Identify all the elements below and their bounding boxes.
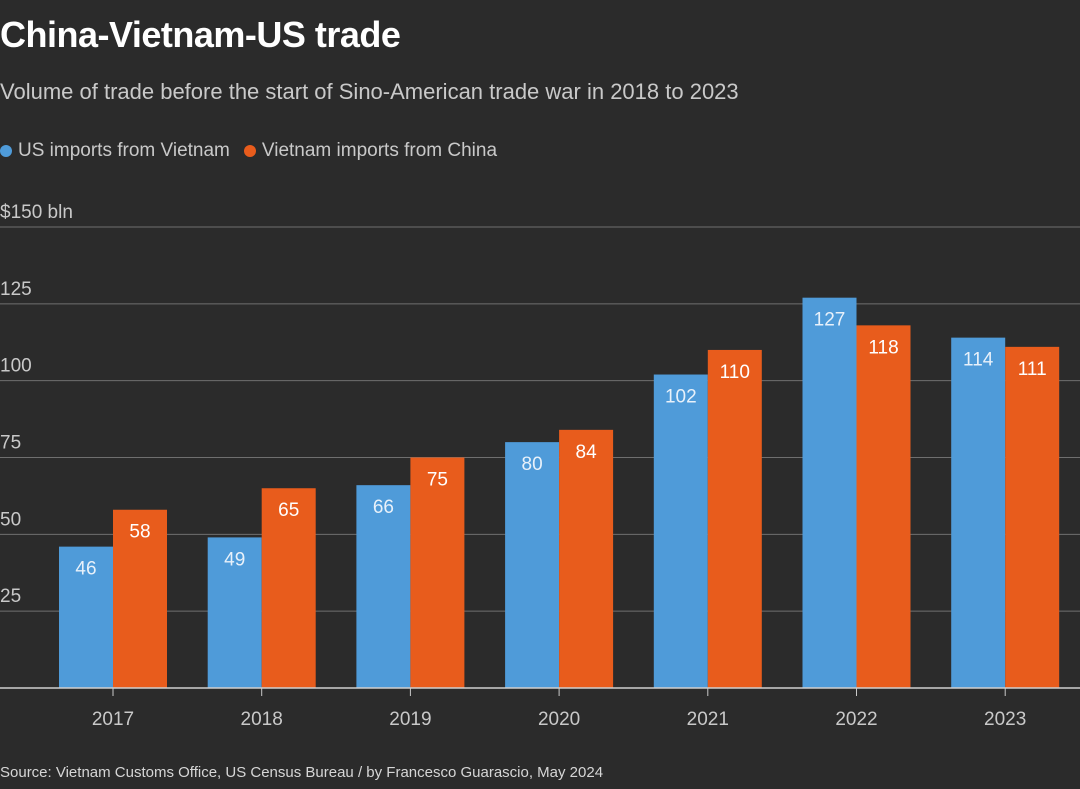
data-label: 46	[75, 559, 96, 580]
bar-vietnam-imports	[113, 509, 167, 688]
legend: US imports from Vietnam Vietnam imports …	[0, 140, 497, 162]
y-tick-label: 25	[0, 586, 21, 607]
data-label: 127	[814, 310, 846, 331]
legend-item-vietnam-imports: Vietnam imports from China	[243, 140, 498, 162]
bar-us-imports	[653, 374, 708, 688]
bar-vietnam-imports	[261, 488, 316, 688]
y-tick-label: $150 bln	[0, 202, 73, 223]
source-note: Source: Vietnam Customs Office, US Censu…	[0, 764, 604, 781]
chart-subtitle: Volume of trade before the start of Sino…	[0, 79, 739, 104]
x-tick-label: 2019	[389, 709, 431, 730]
bar-us-imports	[356, 485, 411, 688]
y-tick-label: 50	[0, 509, 21, 530]
x-tick-label: 2020	[538, 709, 580, 730]
bar-us-imports	[59, 546, 113, 688]
data-label: 114	[963, 350, 994, 371]
bar-vietnam-imports	[410, 457, 465, 688]
data-label: 84	[576, 442, 598, 463]
x-tick-label: 2017	[92, 709, 134, 730]
bar-us-imports	[505, 442, 560, 688]
bar-vietnam-imports	[707, 349, 762, 688]
bar-vietnam-imports	[1005, 346, 1060, 688]
data-label: 58	[129, 522, 150, 543]
legend-item-us-imports: US imports from Vietnam	[0, 140, 230, 162]
data-label: 66	[373, 497, 394, 518]
bar-vietnam-imports	[559, 429, 614, 688]
x-tick-label: 2021	[687, 709, 729, 730]
legend-swatch-vietnam-imports	[243, 145, 256, 157]
legend-label-vietnam-imports: Vietnam imports from China	[261, 140, 498, 161]
bar-us-imports	[951, 337, 1006, 688]
data-label: 111	[1018, 359, 1047, 380]
legend-swatch-us-imports	[0, 145, 12, 157]
data-label: 80	[522, 454, 543, 475]
bar-vietnam-imports	[856, 325, 911, 688]
y-tick-label: 100	[0, 356, 32, 377]
x-tick-label: 2023	[984, 709, 1026, 730]
chart-title: China-Vietnam-US trade	[0, 14, 401, 55]
x-tick-label: 2022	[835, 709, 877, 730]
y-tick-label: 75	[0, 433, 21, 454]
data-label: 49	[224, 549, 245, 570]
bar-us-imports	[207, 537, 262, 688]
y-tick-label: 125	[0, 279, 32, 300]
legend-label-us-imports: US imports from Vietnam	[18, 140, 230, 161]
x-tick-label: 2018	[241, 709, 283, 730]
data-label: 102	[665, 387, 697, 408]
bar-chart: 25 50 75 100 125 $150 bln 46 58 2017 49 65 2018 66 75…	[0, 202, 1080, 730]
data-label: 110	[720, 362, 750, 383]
data-label: 118	[868, 337, 898, 358]
bar-us-imports	[802, 297, 857, 688]
data-label: 75	[427, 470, 448, 491]
data-label: 65	[278, 500, 299, 521]
